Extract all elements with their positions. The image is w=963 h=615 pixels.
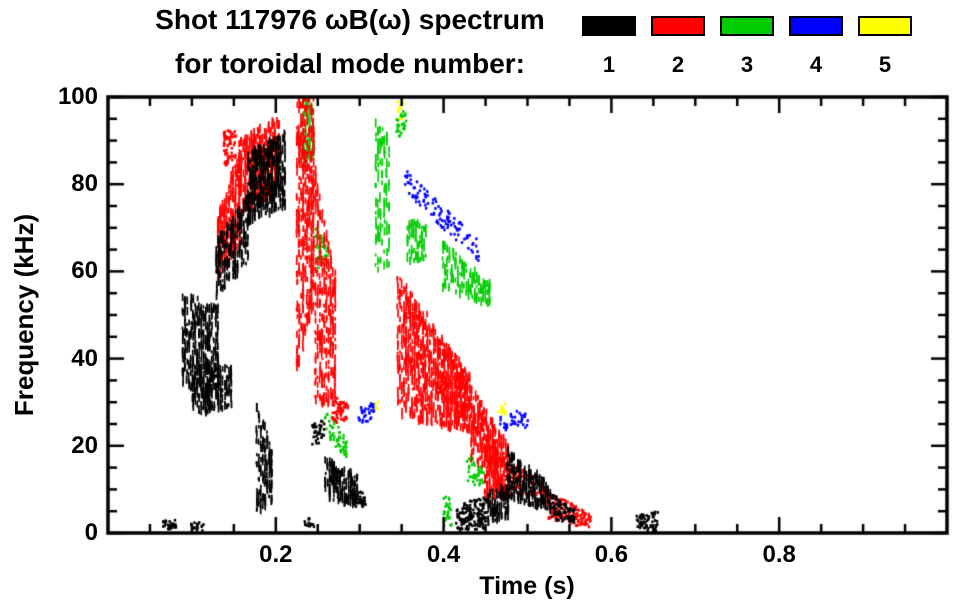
- legend-label-5: 5: [878, 52, 892, 77]
- chart-title: Shot 117976 ωB(ω) spectrum: [155, 4, 545, 35]
- legend-swatch-5: [858, 16, 912, 36]
- legend-swatch-1: [582, 16, 636, 36]
- legend-item-5: 5: [858, 16, 912, 78]
- legend-item-3: 3: [720, 16, 774, 78]
- y-axis-title: Frequency (kHz): [9, 213, 39, 417]
- legend-label-2: 2: [671, 52, 685, 77]
- legend-label-1: 1: [602, 52, 616, 77]
- legend-label-3: 3: [740, 52, 754, 77]
- x-axis-title: Time (s): [479, 572, 575, 600]
- legend-label-4: 4: [809, 52, 823, 77]
- legend-item-2: 2: [651, 16, 705, 78]
- chart-subtitle: for toroidal mode number:: [175, 48, 525, 79]
- legend-swatch-3: [720, 16, 774, 36]
- legend-item-4: 4: [789, 16, 843, 78]
- mode-number-legend: 1 2 3 4 5: [582, 16, 912, 78]
- legend-swatch-2: [651, 16, 705, 36]
- legend-item-1: 1: [582, 16, 636, 78]
- legend-swatch-4: [789, 16, 843, 36]
